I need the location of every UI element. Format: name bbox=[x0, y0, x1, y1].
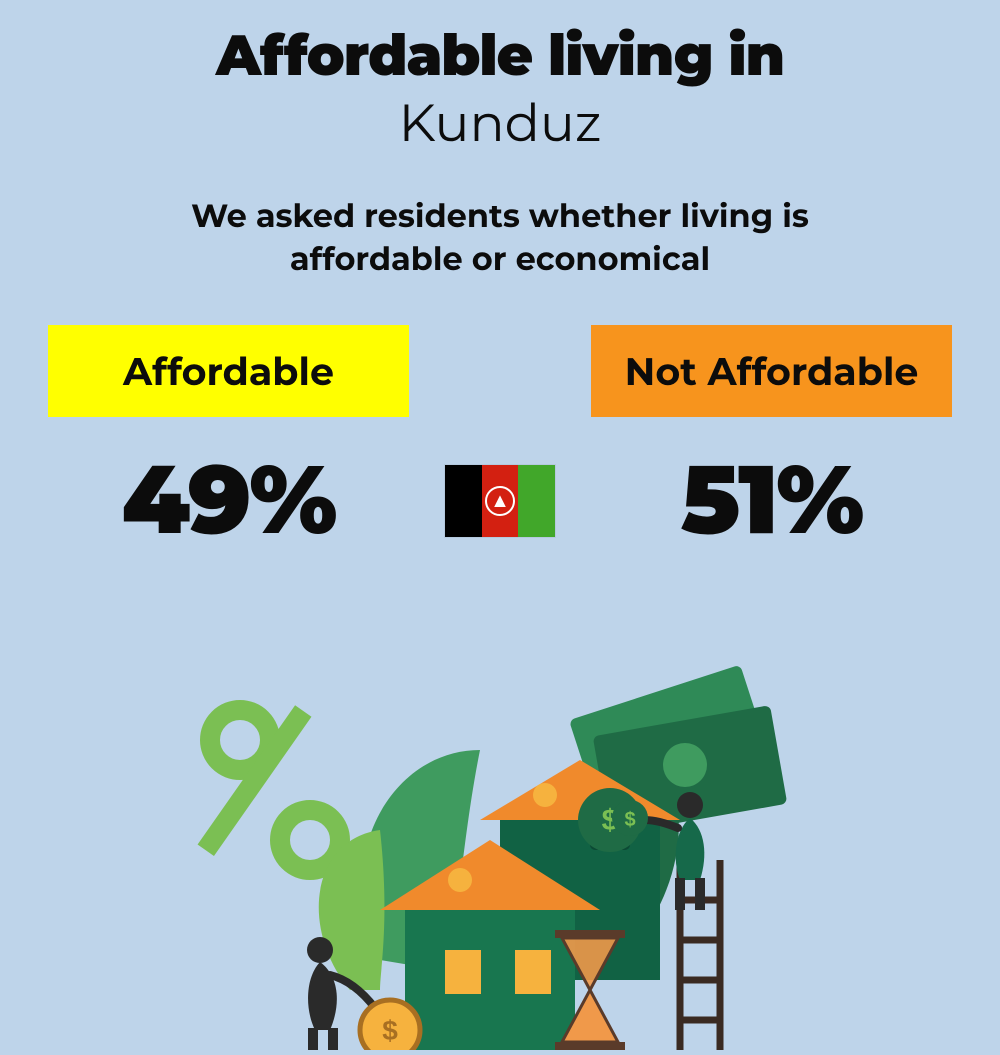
percent-icon bbox=[198, 705, 340, 870]
results-row: Affordable 49% Not Affordable 51% bbox=[0, 325, 1000, 558]
svg-text:$: $ bbox=[624, 809, 635, 831]
title-line2: Kunduz bbox=[0, 92, 1000, 155]
affordable-card: Affordable 49% bbox=[48, 325, 409, 558]
svg-text:$: $ bbox=[382, 1015, 398, 1046]
affordable-pill: Affordable bbox=[48, 325, 409, 417]
subtitle: We asked residents whether living is aff… bbox=[110, 195, 890, 281]
flag-stripe-1 bbox=[445, 465, 482, 537]
title-line1: Affordable living in bbox=[0, 22, 1000, 90]
not-affordable-card: Not Affordable 51% bbox=[591, 325, 952, 558]
not-affordable-pill: Not Affordable bbox=[591, 325, 952, 417]
flag-wrap bbox=[445, 465, 555, 537]
illustration: $ bbox=[180, 630, 820, 1050]
flag-emblem-icon bbox=[485, 486, 515, 516]
flag-stripe-3 bbox=[518, 465, 555, 537]
not-affordable-value: 51% bbox=[591, 441, 952, 558]
flag-stripe-2 bbox=[482, 465, 519, 537]
title-block: Affordable living in Kunduz bbox=[0, 0, 1000, 155]
affordable-value: 49% bbox=[48, 441, 409, 558]
afghanistan-flag-icon bbox=[445, 465, 555, 537]
affordability-illustration-icon: $ bbox=[180, 630, 820, 1050]
